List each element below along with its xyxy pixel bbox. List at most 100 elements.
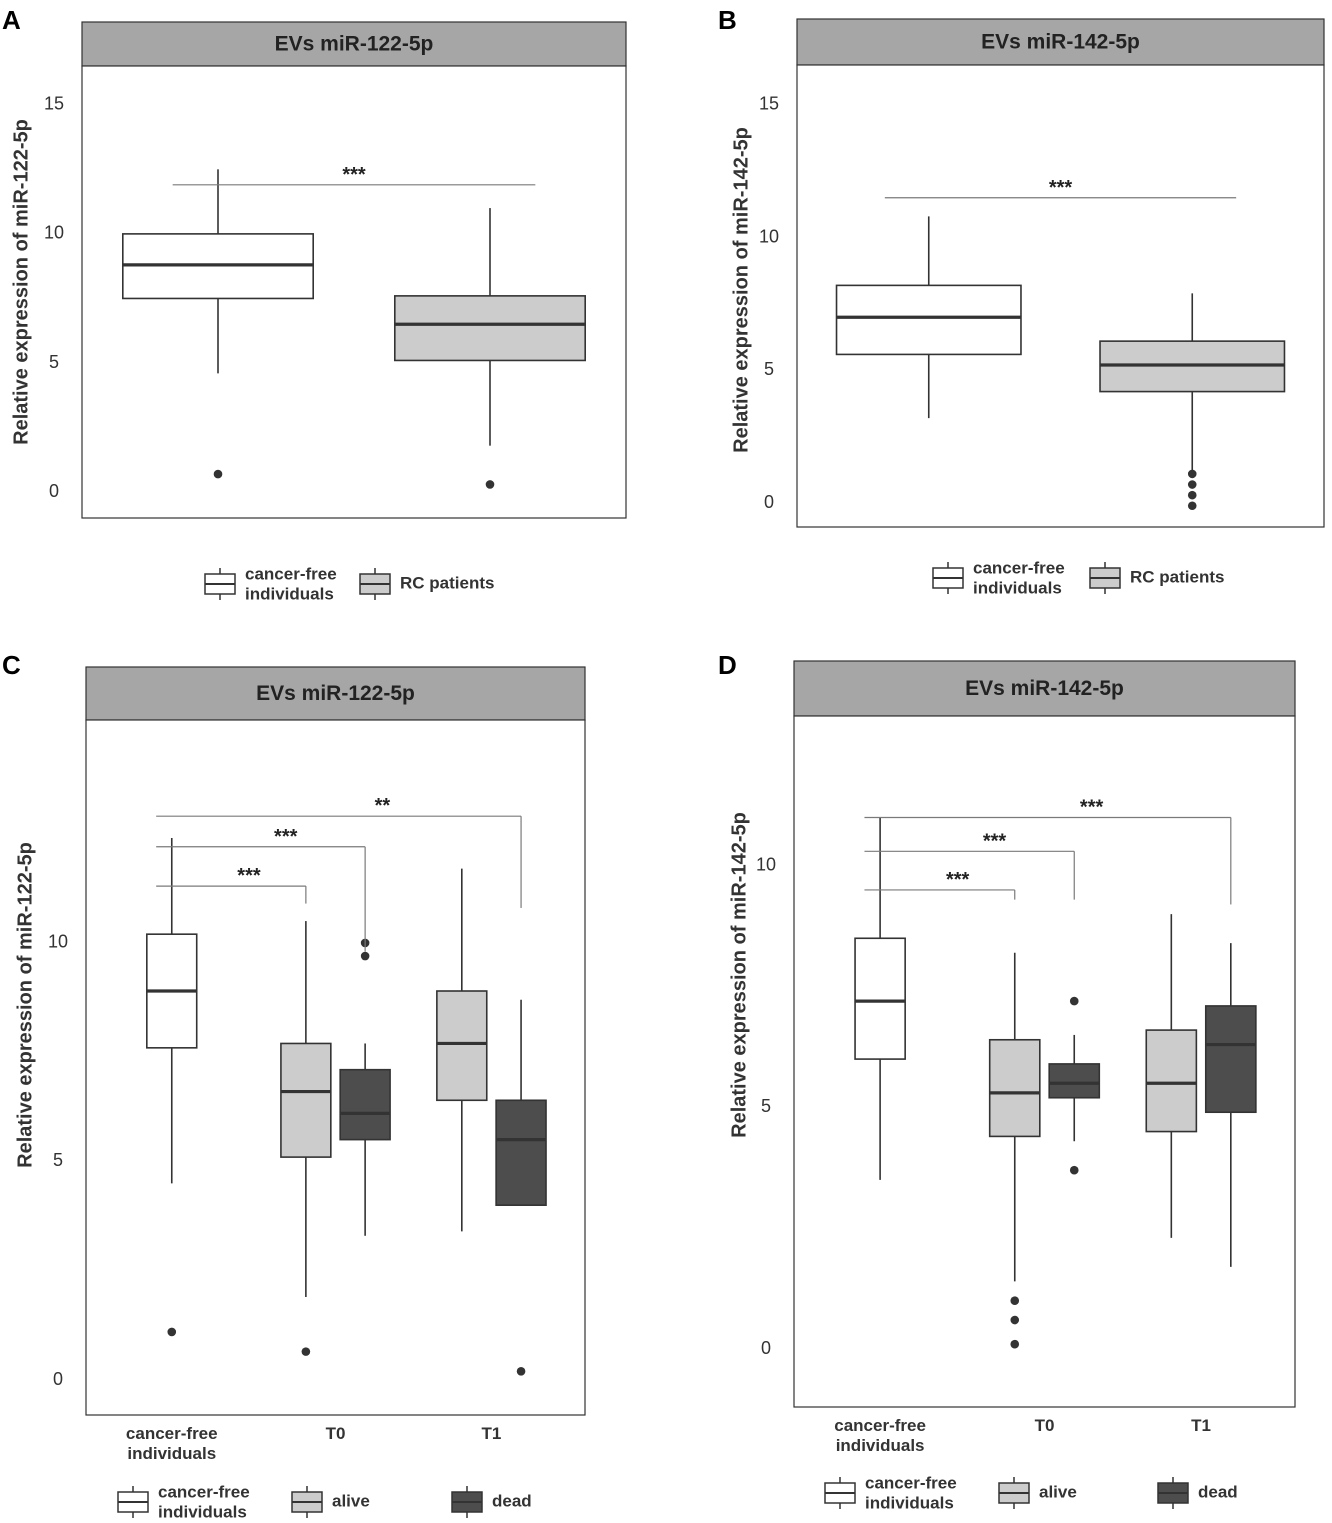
chart-title: EVs miR-122-5p bbox=[256, 682, 415, 705]
panel-b: B EVs miR-142-5p 0 5 10 15 Relative expression… bbox=[718, 5, 1325, 597]
significance-bracket: *** bbox=[864, 796, 1232, 905]
x-category-label: individuals bbox=[127, 1444, 216, 1463]
outlier-point bbox=[485, 480, 495, 489]
chart-title: EVs miR-142-5p bbox=[981, 31, 1140, 54]
y-tick-label: 10 bbox=[759, 226, 779, 246]
outlier-point bbox=[1069, 1165, 1079, 1175]
panel-letter: D bbox=[718, 650, 737, 680]
y-tick-label: 5 bbox=[49, 352, 59, 372]
box-iqr bbox=[835, 284, 1022, 356]
legend-label: dead bbox=[1198, 1482, 1238, 1501]
y-tick-label: 10 bbox=[756, 855, 776, 875]
y-tick-label: 5 bbox=[761, 1096, 771, 1116]
box-iqr bbox=[1204, 1005, 1257, 1114]
significance-label: *** bbox=[1049, 177, 1073, 199]
legend-key-white bbox=[824, 1477, 856, 1509]
x-category-label: T1 bbox=[1191, 1416, 1211, 1435]
significance-label: *** bbox=[983, 830, 1007, 852]
legend-label: dead bbox=[492, 1491, 532, 1510]
outlier-point bbox=[213, 469, 223, 479]
legend-label: individuals bbox=[245, 584, 334, 603]
box-iqr bbox=[339, 1068, 391, 1141]
box-2 bbox=[339, 938, 391, 1236]
outlier-point bbox=[1187, 480, 1197, 489]
outlier-point bbox=[167, 1327, 177, 1337]
significance-label: ** bbox=[375, 795, 391, 817]
significance-bracket: *** bbox=[884, 177, 1237, 199]
panel-letter: C bbox=[2, 650, 21, 680]
y-axis-label: Relative expression of miR-142-5p bbox=[728, 812, 750, 1138]
legend-label: cancer-free bbox=[158, 1482, 250, 1501]
box-iqr bbox=[1145, 1029, 1198, 1133]
x-category-label: cancer-free bbox=[126, 1424, 218, 1443]
y-tick-label: 15 bbox=[44, 93, 64, 113]
legend-label: alive bbox=[332, 1491, 370, 1510]
y-tick-label: 10 bbox=[48, 932, 68, 952]
y-tick-label: 0 bbox=[761, 1338, 771, 1358]
significance-bracket: *** bbox=[156, 865, 307, 904]
legend-label: cancer-free bbox=[973, 558, 1065, 577]
box-0 bbox=[835, 216, 1022, 419]
significance-label: *** bbox=[1080, 796, 1104, 818]
legend-label: cancer-free bbox=[865, 1473, 957, 1492]
legend-key-white bbox=[117, 1486, 149, 1518]
x-category-label: cancer-free bbox=[834, 1416, 926, 1435]
panel-a: A EVs miR-122-5p 0 5 10 15 Relative expression… bbox=[2, 5, 627, 603]
outlier-point bbox=[301, 1347, 311, 1356]
box-1 bbox=[280, 921, 332, 1356]
x-category-label: T0 bbox=[1035, 1416, 1055, 1435]
box-iqr bbox=[495, 1099, 547, 1206]
outlier-point bbox=[1069, 996, 1079, 1006]
y-tick-label: 0 bbox=[53, 1369, 63, 1389]
legend-label: individuals bbox=[973, 578, 1062, 597]
outlier-point bbox=[360, 951, 370, 961]
y-tick-label: 15 bbox=[759, 94, 779, 114]
legend-key-white bbox=[204, 568, 236, 600]
plot-area bbox=[85, 719, 586, 1416]
outlier-point bbox=[1187, 490, 1197, 500]
y-tick-label: 5 bbox=[53, 1150, 63, 1170]
outlier-point bbox=[1010, 1315, 1020, 1325]
box-0 bbox=[854, 817, 906, 1180]
outlier-point bbox=[1187, 469, 1197, 479]
x-category-label: T0 bbox=[326, 1424, 346, 1443]
box-iqr bbox=[393, 295, 586, 362]
box-2 bbox=[1048, 996, 1101, 1175]
box-0 bbox=[146, 838, 198, 1337]
panel-letter: B bbox=[718, 5, 737, 35]
legend-label: individuals bbox=[865, 1493, 954, 1512]
outlier-point bbox=[1187, 501, 1197, 511]
legend-label: RC patients bbox=[1130, 567, 1224, 586]
y-tick-label: 0 bbox=[764, 492, 774, 512]
box-iqr bbox=[1048, 1063, 1101, 1099]
legend-key-dark bbox=[1157, 1477, 1189, 1509]
significance-label: *** bbox=[946, 869, 970, 891]
box-1 bbox=[988, 952, 1041, 1349]
significance-label: *** bbox=[274, 826, 298, 848]
outlier-point bbox=[516, 1366, 526, 1376]
panel-letter: A bbox=[2, 5, 21, 35]
box-3 bbox=[436, 868, 488, 1232]
legend-key-white bbox=[932, 562, 964, 594]
y-tick-label: 0 bbox=[49, 481, 59, 501]
facet-strip bbox=[85, 666, 586, 721]
box-iqr bbox=[854, 937, 906, 1060]
box-iqr bbox=[280, 1042, 332, 1158]
significance-label: *** bbox=[237, 865, 261, 887]
plot-area bbox=[796, 64, 1325, 528]
y-axis-label: Relative expression of miR-142-5p bbox=[730, 127, 752, 453]
legend-key-dark bbox=[451, 1486, 483, 1518]
legend-key-light bbox=[359, 568, 391, 600]
chart-title: EVs miR-142-5p bbox=[965, 677, 1124, 700]
significance-bracket: *** bbox=[864, 869, 1016, 900]
significance-label: *** bbox=[342, 164, 366, 186]
box-4 bbox=[495, 999, 547, 1376]
facet-strip bbox=[81, 21, 627, 67]
chart-title: EVs miR-122-5p bbox=[275, 33, 434, 56]
legend-label: individuals bbox=[158, 1502, 247, 1521]
y-tick-label: 10 bbox=[44, 223, 64, 243]
